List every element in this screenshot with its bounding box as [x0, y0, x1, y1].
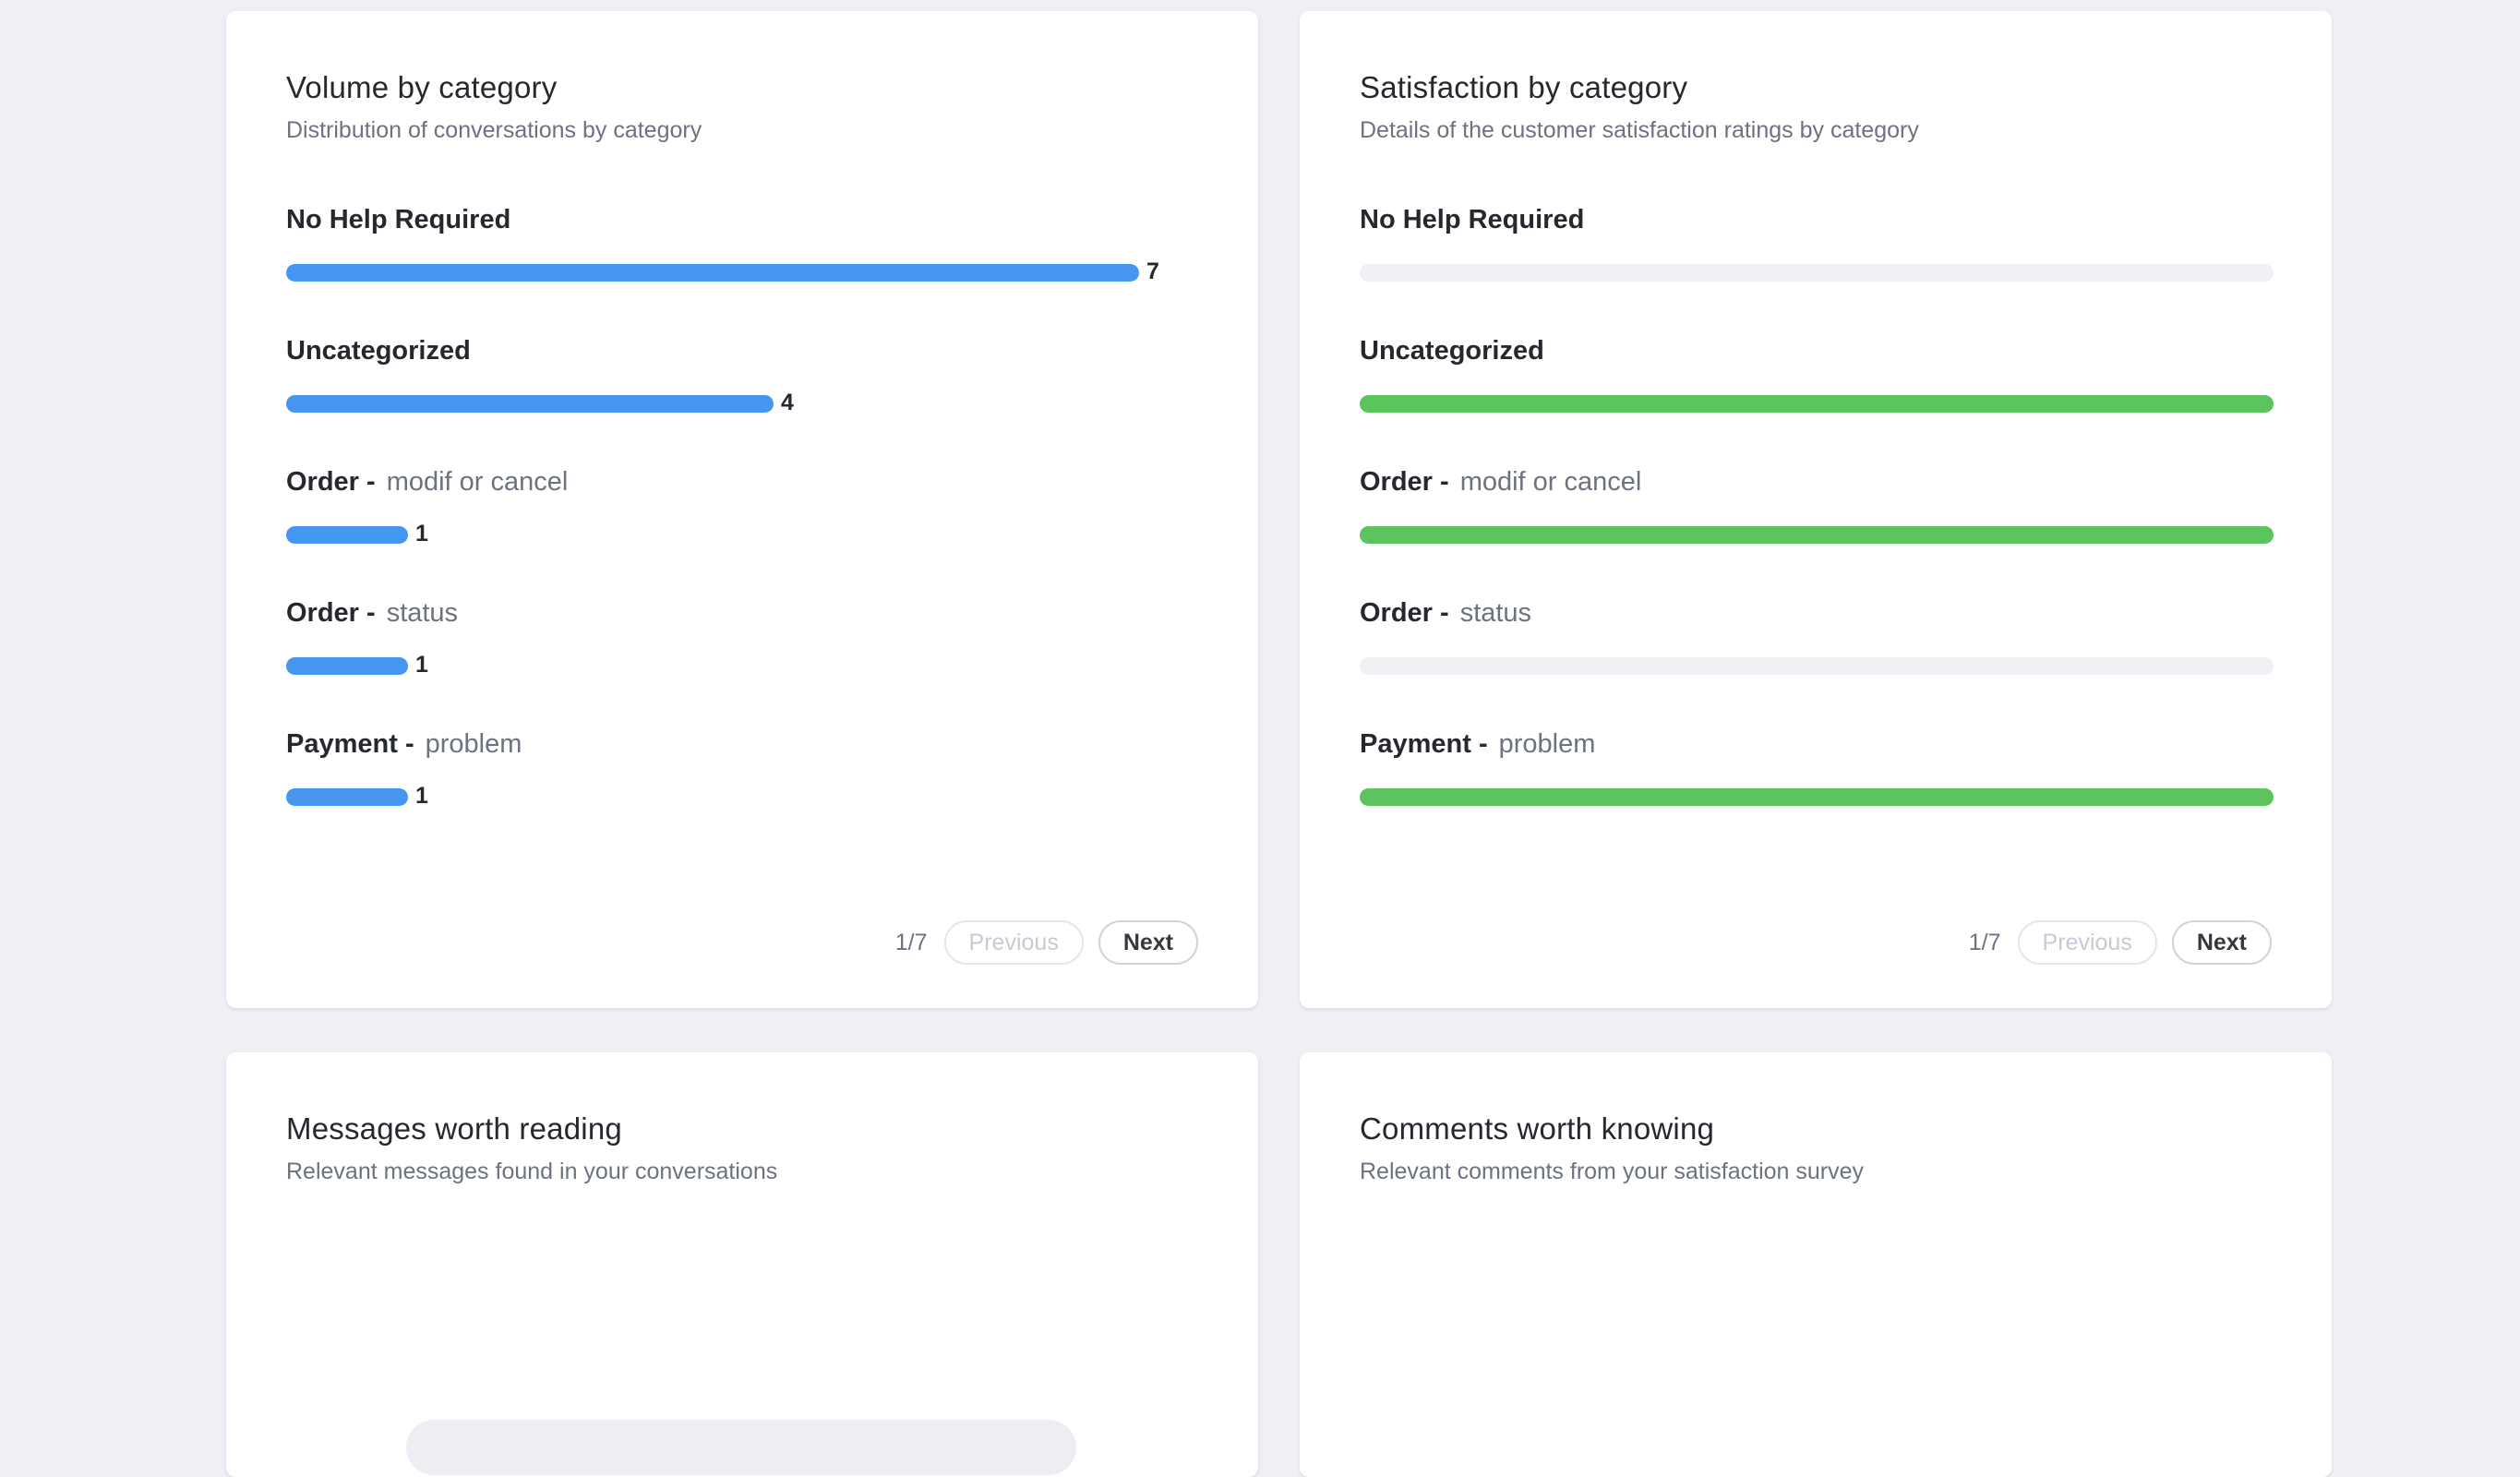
card-title: Messages worth reading: [286, 1111, 622, 1146]
satisfaction-pagination: 1/7 Previous Next: [1969, 920, 2272, 965]
category-label: No Help Required: [1360, 205, 1595, 235]
category-label: Order - modif or cancel: [286, 467, 568, 498]
card-title: Volume by category: [286, 70, 558, 104]
category-row: Order - status: [1360, 589, 2274, 720]
card-subtitle: Details of the customer satisfaction rat…: [1360, 117, 1919, 143]
category-subname: status: [1459, 598, 1532, 628]
volume-pagination: 1/7 Previous Next: [895, 920, 1198, 965]
category-row: Payment - problem 1: [286, 720, 1198, 851]
category-subname: status: [386, 598, 459, 628]
category-name: Order -: [286, 467, 376, 497]
volume-value: 1: [415, 652, 428, 678]
volume-bar: [286, 788, 408, 806]
category-row: Uncategorized 4: [286, 327, 1198, 458]
satisfaction-bar-track: [1360, 264, 2274, 282]
satisfaction-bar: [1360, 788, 2274, 806]
satisfaction-bar: [1360, 395, 2274, 413]
message-placeholder-pill: [406, 1420, 1076, 1475]
volume-value: 7: [1146, 258, 1159, 284]
volume-bar: [286, 395, 774, 413]
volume-category-list: No Help Required 7 Uncategorized 4 Order…: [286, 196, 1198, 851]
volume-bar: [286, 526, 408, 544]
category-label: Uncategorized: [1360, 336, 1555, 366]
category-subname: problem: [1498, 729, 1596, 759]
satisfaction-bar: [1360, 526, 2274, 544]
category-name: Payment -: [286, 729, 414, 759]
volume-bar: [286, 657, 408, 675]
messages-worth-reading-card: Messages worth reading Relevant messages…: [226, 1052, 1258, 1477]
category-row: Uncategorized: [1360, 327, 2274, 458]
category-name: Payment -: [1360, 729, 1488, 759]
category-name: Uncategorized: [286, 336, 471, 366]
category-name: Order -: [286, 598, 376, 628]
volume-value: 1: [415, 783, 428, 809]
category-label: Order - modif or cancel: [1360, 467, 1641, 498]
page-count: 1/7: [894, 929, 928, 955]
category-label: Payment - problem: [1360, 729, 1595, 760]
next-button[interactable]: Next: [2171, 920, 2272, 965]
category-row: No Help Required 7: [286, 196, 1198, 327]
satisfaction-by-category-card: Satisfaction by category Details of the …: [1300, 11, 2332, 1008]
category-label: Order - status: [1360, 598, 1531, 629]
category-row: No Help Required: [1360, 196, 2274, 327]
category-name: Order -: [1360, 598, 1449, 628]
category-subname: modif or cancel: [1459, 467, 1642, 497]
next-button[interactable]: Next: [1098, 920, 1198, 965]
category-name: Order -: [1360, 467, 1449, 497]
category-row: Order - modif or cancel 1: [286, 458, 1198, 589]
category-row: Payment - problem: [1360, 720, 2274, 851]
category-label: Order - status: [286, 598, 458, 629]
page-count: 1/7: [1968, 929, 2001, 955]
category-row: Order - status 1: [286, 589, 1198, 720]
category-label: Payment - problem: [286, 729, 522, 760]
card-title: Satisfaction by category: [1360, 70, 1688, 104]
volume-value: 1: [415, 521, 428, 546]
previous-button[interactable]: Previous: [2017, 920, 2157, 965]
card-subtitle: Distribution of conversations by categor…: [286, 117, 702, 143]
card-title: Comments worth knowing: [1360, 1111, 1715, 1146]
satisfaction-bar-track: [1360, 657, 2274, 675]
category-name: No Help Required: [1360, 205, 1585, 234]
category-row: Order - modif or cancel: [1360, 458, 2274, 589]
category-subname: problem: [425, 729, 522, 759]
volume-by-category-card: Volume by category Distribution of conve…: [226, 11, 1258, 1008]
category-name: Uncategorized: [1360, 336, 1544, 366]
category-label: No Help Required: [286, 205, 522, 235]
category-subname: modif or cancel: [386, 467, 569, 497]
card-subtitle: Relevant comments from your satisfaction…: [1360, 1159, 1865, 1184]
satisfaction-category-list: No Help Required Uncategorized Order - mo…: [1360, 196, 2274, 851]
category-name: No Help Required: [286, 205, 511, 234]
comments-worth-knowing-card: Comments worth knowing Relevant comments…: [1300, 1052, 2332, 1477]
card-subtitle: Relevant messages found in your conversa…: [286, 1159, 778, 1184]
volume-value: 4: [781, 390, 794, 415]
volume-bar: [286, 264, 1139, 282]
category-label: Uncategorized: [286, 336, 482, 366]
previous-button[interactable]: Previous: [943, 920, 1084, 965]
